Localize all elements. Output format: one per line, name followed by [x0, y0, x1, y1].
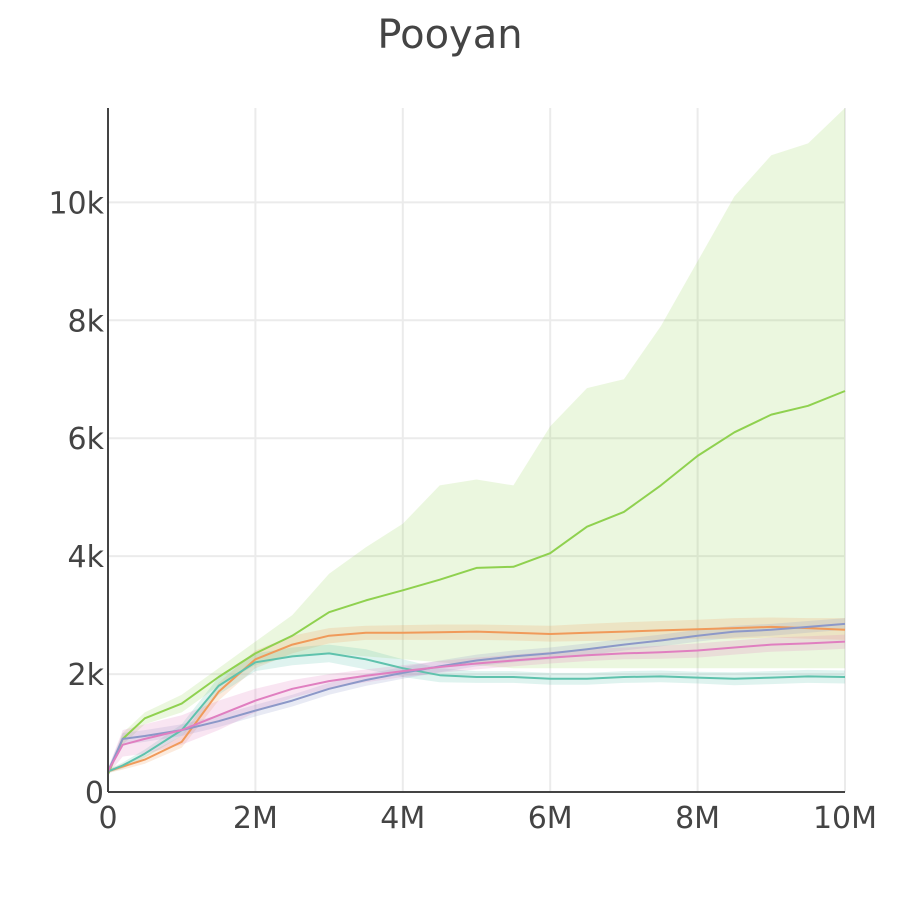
- series-2-line: [107, 625, 846, 773]
- x-tick-label: 6M: [528, 801, 573, 836]
- confidence-bands: [108, 108, 845, 775]
- series-3-line: [107, 652, 846, 773]
- y-tick-label: 0: [85, 776, 104, 811]
- series-4-band: [108, 618, 845, 775]
- series-5-line: [107, 640, 846, 772]
- y-tick-label: 2k: [68, 658, 105, 693]
- series-4-line: [107, 622, 846, 772]
- y-tick-label: 4k: [68, 540, 105, 575]
- x-tick-label: 4M: [380, 801, 425, 836]
- grid-layer: [108, 108, 846, 792]
- axes: [107, 108, 845, 793]
- x-tick-label: 2M: [233, 801, 278, 836]
- series-2-band: [108, 617, 845, 774]
- series-lines: [107, 390, 846, 775]
- x-tick-label: 8M: [675, 801, 720, 836]
- y-tick-label: 10k: [48, 186, 104, 221]
- series-1-line: [107, 390, 846, 775]
- x-tick-label: 10M: [813, 801, 877, 836]
- tick-labels: 0 2M 4M 6M 8M 10M 0 2k 4k 6k 8k 10k: [48, 186, 877, 836]
- chart-title: Pooyan: [377, 12, 523, 58]
- y-tick-label: 6k: [68, 422, 105, 457]
- y-tick-label: 8k: [68, 304, 105, 339]
- series-1-band: [108, 108, 845, 775]
- x-tick-label: 0: [98, 801, 117, 836]
